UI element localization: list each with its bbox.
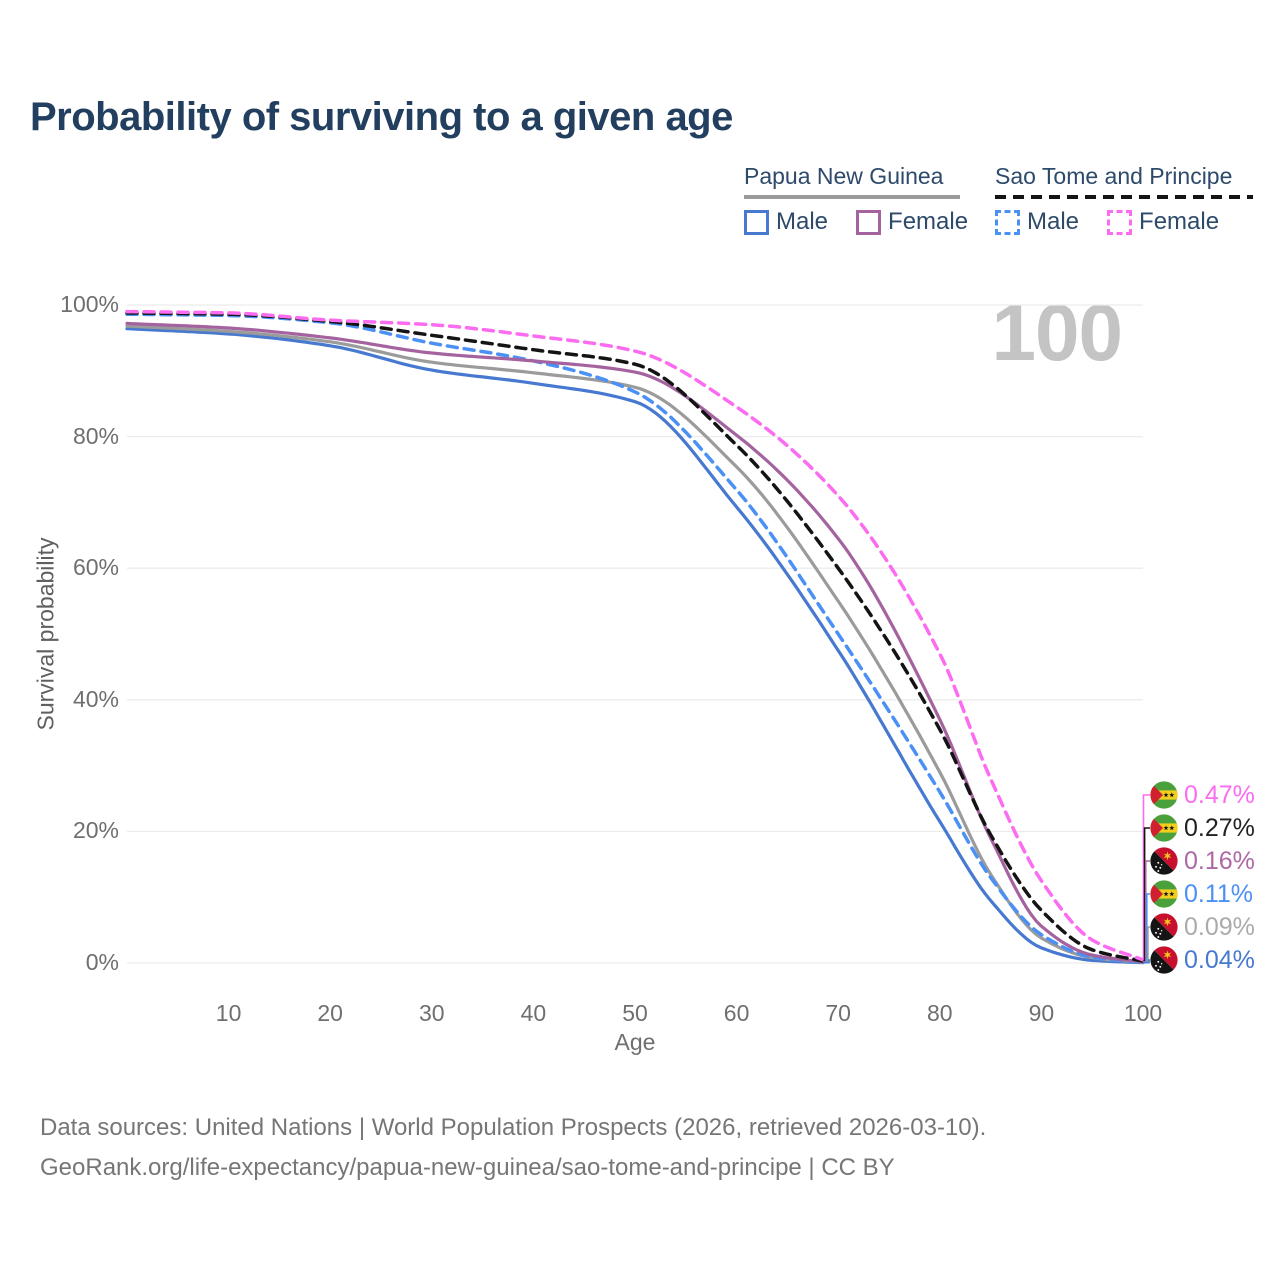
x-tick-20: 20 <box>317 1000 343 1026</box>
legend-swatch-st-female <box>1107 209 1133 235</box>
end-label-value: 0.47% <box>1184 780 1255 809</box>
y-tick-100%: 100% <box>60 291 119 317</box>
leader-line-papua-new-guinea-male <box>1143 959 1150 964</box>
y-tick-60%: 60% <box>72 554 119 581</box>
papua-new-guinea-flag-icon <box>1150 847 1178 875</box>
legend-group-papua-new-guinea: Papua New Guinea Male Female <box>744 163 968 236</box>
end-label-papua-new-guinea-both-sexes: 0.09% <box>1150 912 1255 942</box>
x-tick-50: 50 <box>622 1000 648 1026</box>
sao-tome-and-principe-flag-icon <box>1150 781 1178 809</box>
end-label-value: 0.27% <box>1184 813 1255 842</box>
legend-item-label: Male <box>776 208 829 235</box>
legend-item-label: Female <box>888 208 969 235</box>
x-axis-title: Age <box>614 1029 656 1055</box>
age-watermark: 100 <box>991 288 1123 377</box>
leader-line-sao-tome-and-principe-female <box>1142 794 1150 961</box>
x-tick-30: 30 <box>419 1000 445 1026</box>
x-tick-80: 80 <box>927 1000 953 1026</box>
page-title: Probability of surviving to a given age <box>30 95 733 139</box>
series-line-papua-new-guinea-male <box>125 327 1145 965</box>
papua-new-guinea-flag-icon <box>1150 946 1178 974</box>
end-label-sao-tome-and-principe-female: 0.47% <box>1150 780 1255 810</box>
end-label-sao-tome-and-principe-male: 0.11% <box>1150 879 1253 909</box>
series-line-papua-new-guinea-female <box>125 321 1145 964</box>
series-line-papua-new-guinea-both-sexes <box>125 324 1145 964</box>
papua-new-guinea-flag-icon <box>1150 913 1178 941</box>
series-line-sao-tome-and-principe-both-sexes <box>125 311 1145 963</box>
attribution-line: GeoRank.org/life-expectancy/papua-new-gu… <box>40 1154 895 1181</box>
legend-item-st-male[interactable]: Male <box>995 208 1079 236</box>
y-tick-40%: 40% <box>72 685 119 712</box>
legend-swatch-png-male <box>744 209 769 235</box>
end-label-value: 0.09% <box>1184 912 1255 941</box>
legend-item-label: Male <box>1027 208 1080 235</box>
footer: Data sources: United Nations | World Pop… <box>40 1108 986 1188</box>
end-label-value: 0.04% <box>1184 945 1255 974</box>
legend-item-st-female[interactable]: Female <box>1107 208 1219 236</box>
end-label-sao-tome-and-principe-both-sexes: 0.27% <box>1150 813 1255 843</box>
end-label-papua-new-guinea-female: 0.16% <box>1150 846 1255 876</box>
x-tick-60: 60 <box>723 1000 750 1026</box>
end-label-papua-new-guinea-male: 0.04% <box>1150 945 1255 975</box>
x-tick-40: 40 <box>520 1000 547 1026</box>
y-tick-0%: 0% <box>85 949 119 975</box>
legend-underline-solid <box>744 195 960 199</box>
x-tick-10: 10 <box>215 1000 242 1026</box>
legend-item-png-female[interactable]: Female <box>856 208 968 236</box>
x-tick-90: 90 <box>1028 1000 1055 1026</box>
x-tick-100: 100 <box>1123 1000 1163 1026</box>
y-tick-20%: 20% <box>72 817 119 844</box>
y-tick-80%: 80% <box>72 422 119 449</box>
legend-swatch-png-female <box>856 209 882 235</box>
sao-tome-and-principe-flag-icon <box>1150 880 1178 908</box>
legend-underline-dashed <box>995 195 1253 199</box>
legend-item-png-male[interactable]: Male <box>744 208 828 236</box>
legend-item-label: Female <box>1139 208 1220 235</box>
legend-group-sao-tome-and-principe: Sao Tome and Principe Male Female <box>995 163 1253 236</box>
sao-tome-and-principe-flag-icon <box>1150 814 1178 842</box>
legend-group-title: Papua New Guinea <box>744 163 944 189</box>
series-line-sao-tome-and-principe-female <box>125 309 1145 962</box>
x-tick-70: 70 <box>825 1000 851 1026</box>
data-sources-line: Data sources: United Nations | World Pop… <box>40 1114 987 1141</box>
series-line-sao-tome-and-principe-male <box>125 312 1145 965</box>
legend-swatch-st-male <box>995 209 1020 235</box>
end-label-value: 0.16% <box>1184 846 1255 875</box>
legend-group-title: Sao Tome and Principe <box>995 163 1233 189</box>
y-axis-title: Survival probability <box>32 537 59 731</box>
end-label-value: 0.11% <box>1184 879 1254 908</box>
